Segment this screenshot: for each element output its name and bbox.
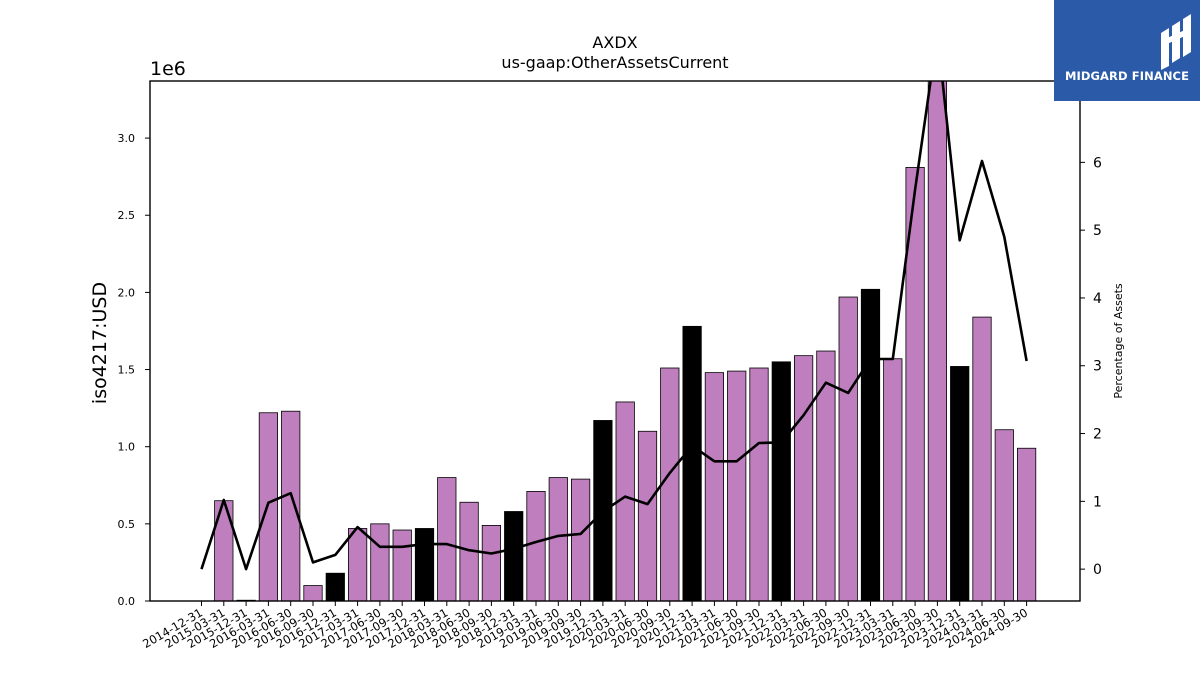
- bar-2018-03-31: [437, 477, 457, 601]
- plot-frame: [149, 80, 1081, 602]
- y2-tick-label: 6: [1093, 155, 1102, 171]
- midgard-logo-icon: [1161, 14, 1191, 70]
- bar-2022-12-31: [860, 288, 881, 601]
- bar-2024-06-30: [994, 429, 1014, 601]
- bar-2022-03-31: [794, 355, 814, 601]
- bar-2022-06-30: [816, 350, 836, 601]
- bar-2016-06-30: [281, 410, 301, 601]
- bar-2024-09-30: [1017, 447, 1037, 601]
- bar-2016-09-30: [303, 585, 323, 601]
- midgard-finance-logo: MIDGARD FINANCE: [1054, 0, 1200, 101]
- chart-subtitle: us-gaap:OtherAssetsCurrent: [501, 53, 728, 72]
- y-axis-label: iso4217:USD: [89, 282, 111, 404]
- bar-2022-09-30: [838, 296, 858, 601]
- percentage-of-assets-line: [200, 81, 1028, 571]
- axes-layer: 0.00.51.01.52.02.53.001234562014-12-3120…: [118, 80, 1102, 651]
- y-tick-label: 1.5: [118, 364, 136, 377]
- bar-2023-09-30: [927, 81, 948, 601]
- bar-2021-03-31: [704, 372, 725, 601]
- y-tick-label: 0.5: [118, 518, 136, 531]
- bar-2023-03-31: [883, 358, 903, 601]
- y-tick-label: 3.0: [118, 132, 136, 145]
- bar-2024-03-31: [972, 316, 992, 601]
- bar-2023-12-31: [950, 366, 970, 601]
- bar-2019-03-31: [526, 491, 546, 601]
- logo-text: MIDGARD FINANCE: [1064, 69, 1190, 83]
- y2-tick-label: 1: [1093, 494, 1102, 510]
- y2-tick-label: 2: [1093, 427, 1102, 443]
- y2-tick-label: 5: [1093, 223, 1102, 239]
- bar-2019-09-30: [571, 478, 591, 601]
- y-tick-label: 2.0: [118, 286, 136, 299]
- bar-2017-12-31: [414, 528, 435, 601]
- y-tick-label: 0.0: [118, 595, 136, 608]
- bar-2021-09-30: [749, 367, 769, 601]
- y2-tick-label: 4: [1093, 291, 1102, 307]
- bar-2021-12-31: [771, 361, 791, 601]
- bar-2020-06-30: [637, 430, 658, 601]
- bars-layer: [214, 81, 1037, 601]
- bar-2017-06-30: [370, 523, 390, 601]
- bar-2018-09-30: [481, 524, 502, 601]
- y2-tick-label: 3: [1093, 359, 1102, 375]
- bar-2016-12-31: [325, 572, 345, 601]
- y2-tick-label: 0: [1093, 562, 1102, 578]
- chart-title: AXDX: [592, 33, 637, 52]
- line-layer: [200, 81, 1028, 571]
- y-tick-label: 1.0: [118, 441, 136, 454]
- bar-2021-06-30: [727, 370, 747, 601]
- bar-2020-12-31: [682, 325, 702, 601]
- bar-2020-09-30: [660, 367, 680, 601]
- y2-axis-label: Percentage of Assets: [1112, 283, 1125, 399]
- bar-2019-06-30: [548, 477, 568, 601]
- y-tick-label: 2.5: [118, 209, 136, 222]
- bar-2017-03-31: [347, 528, 368, 601]
- bar-2017-09-30: [392, 529, 412, 601]
- bar-2016-03-31: [258, 412, 279, 601]
- y-axis-offset-label: 1e6: [150, 58, 186, 80]
- bar-2023-06-30: [905, 167, 925, 601]
- bar-2018-12-31: [504, 511, 524, 601]
